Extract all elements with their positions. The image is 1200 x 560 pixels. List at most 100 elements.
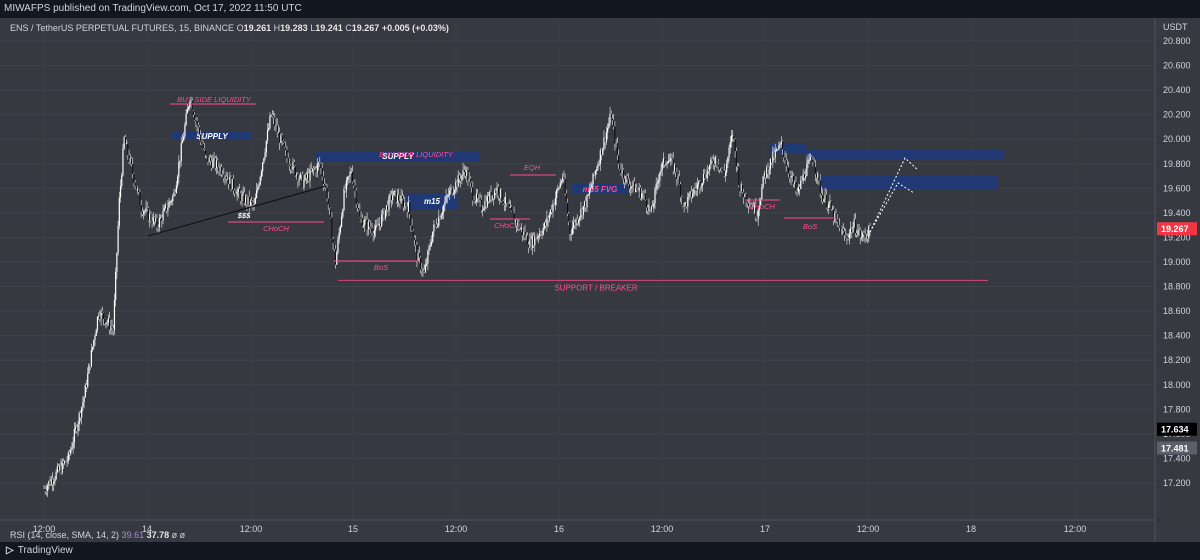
tradingview-logo[interactable]: ▷ TradingView xyxy=(6,545,73,556)
candle-body xyxy=(407,201,410,212)
candle-body xyxy=(613,120,615,127)
candle-body xyxy=(655,183,657,189)
candle-body xyxy=(521,228,524,236)
candle-body xyxy=(683,203,685,206)
candle-body xyxy=(271,114,273,117)
candle-body xyxy=(542,227,544,235)
annotation-label: CHoCH xyxy=(263,224,289,233)
candle-body xyxy=(143,211,145,214)
candle-body xyxy=(491,195,493,200)
candle-body xyxy=(739,185,741,192)
candle-body xyxy=(783,149,785,158)
rsi-label[interactable]: RSI (14, close, SMA, 14, 2) xyxy=(10,530,120,540)
candle-body xyxy=(630,186,632,189)
candle-body xyxy=(649,204,651,210)
candle-body xyxy=(167,207,169,211)
candle-body xyxy=(551,209,553,212)
candle-body xyxy=(632,181,634,187)
rsi-legend: RSI (14, close, SMA, 14, 2) 39.61 37.78 … xyxy=(10,530,185,540)
candle-body xyxy=(115,271,117,301)
candle-body xyxy=(204,149,207,155)
candle-body xyxy=(170,201,173,203)
candle-body xyxy=(438,216,440,226)
candle-body xyxy=(560,181,563,183)
candle-body xyxy=(463,170,465,172)
candle-body xyxy=(762,176,764,188)
y-tick-label: 20.200 xyxy=(1163,110,1191,120)
candle-body xyxy=(462,170,464,176)
y-tick-label: 18.400 xyxy=(1163,331,1191,341)
candle-body xyxy=(228,178,230,184)
candle-body xyxy=(467,170,469,182)
candle-body xyxy=(248,196,250,206)
candle-body xyxy=(94,335,96,340)
candle-body xyxy=(718,166,720,170)
rsi-value: 39.61 xyxy=(121,530,145,540)
y-tick-label: 19.000 xyxy=(1163,257,1191,267)
candle-body xyxy=(107,318,109,323)
candle-body xyxy=(790,176,792,178)
candle-body xyxy=(327,198,329,205)
zone-box xyxy=(572,184,628,194)
candle-body xyxy=(755,204,757,217)
candle-body xyxy=(342,209,344,217)
candle-body xyxy=(519,228,521,230)
candle-body xyxy=(330,208,332,218)
candle-body xyxy=(337,239,339,253)
candle-body xyxy=(338,232,340,240)
candle-body xyxy=(842,229,844,232)
candle-body xyxy=(45,490,48,492)
candle-body xyxy=(498,195,501,198)
candle-body xyxy=(504,197,507,205)
candle-body xyxy=(546,217,548,226)
candle-body xyxy=(848,232,850,239)
price-chart[interactable]: 17.20017.40017.60017.80018.00018.20018.4… xyxy=(0,0,1200,542)
candle-body xyxy=(715,156,717,165)
candle-body xyxy=(749,204,751,207)
candle-body xyxy=(298,178,300,181)
candle-body xyxy=(258,184,260,188)
x-tick-label: 12:00 xyxy=(33,524,56,534)
candle-body xyxy=(96,316,99,330)
candle-body xyxy=(523,231,525,236)
candle-body xyxy=(59,465,61,471)
candle-body xyxy=(568,213,570,222)
symbol-name[interactable]: ENS / TetherUS PERPETUAL FUTURES, 15, BI… xyxy=(10,23,235,33)
symbol-legend: ENS / TetherUS PERPETUAL FUTURES, 15, BI… xyxy=(10,23,449,33)
candle-body xyxy=(344,188,346,191)
candle-body xyxy=(184,124,186,137)
projection-arrow xyxy=(869,157,919,233)
candle-body xyxy=(647,207,649,211)
candle-body xyxy=(525,235,527,238)
candle-body xyxy=(717,164,719,167)
candle-body xyxy=(409,201,411,215)
candle-body xyxy=(161,217,163,221)
annotation-label: BoS xyxy=(803,222,817,231)
candle-body xyxy=(777,149,779,151)
candle-body xyxy=(331,217,333,240)
candle-body xyxy=(633,181,635,193)
candle-body xyxy=(175,185,178,194)
candle-body xyxy=(325,185,327,188)
candle-body xyxy=(659,172,661,181)
candle-body xyxy=(413,237,416,240)
candle-body xyxy=(383,209,385,219)
candle-body xyxy=(113,300,116,331)
candle-body xyxy=(285,147,287,151)
candle-body xyxy=(779,144,781,146)
candle-body xyxy=(186,109,188,114)
candle-body xyxy=(445,196,447,202)
candle-body xyxy=(217,160,219,168)
candle-body xyxy=(119,185,122,198)
candle-body xyxy=(203,148,205,150)
candle-body xyxy=(570,233,572,235)
candle-body xyxy=(345,180,348,191)
candle-body xyxy=(305,174,307,179)
candle-body xyxy=(713,164,716,166)
candle-body xyxy=(367,221,369,230)
candle-body xyxy=(614,126,616,144)
candle-body xyxy=(687,197,689,207)
candle-body xyxy=(126,143,128,145)
candle-body xyxy=(174,192,176,194)
candle-body xyxy=(78,413,80,425)
